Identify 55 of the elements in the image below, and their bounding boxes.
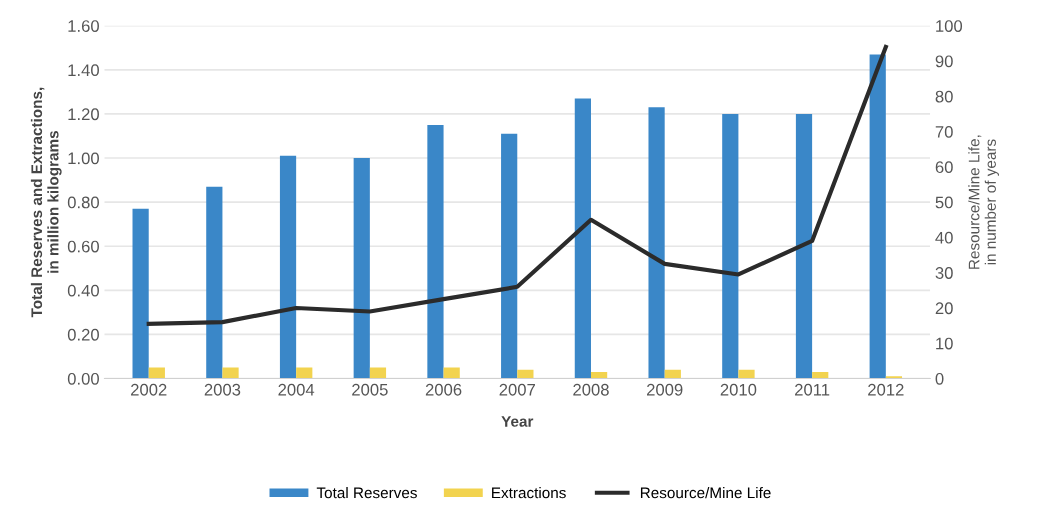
- line-series: [146, 44, 888, 326]
- bar: [501, 133, 518, 379]
- y-tick-label: 1.60: [68, 20, 99, 32]
- x-tick-label: 2009: [647, 383, 683, 396]
- y2-axis-title: Resource/Mine Life, in number of years: [968, 135, 999, 269]
- y-tick-label: 1.40: [68, 64, 99, 77]
- x-tick-label: 2010: [720, 383, 757, 396]
- bar: [812, 371, 829, 379]
- x-tick-label: 2011: [795, 383, 830, 396]
- bar: [132, 208, 149, 379]
- bar: [795, 113, 813, 379]
- bar: [222, 367, 239, 379]
- bar: [574, 98, 591, 379]
- y-axis-title: Total Reserves and Extractions, in million kilograms: [30, 87, 62, 318]
- bar: [590, 371, 608, 379]
- y2-tick-label: 100: [936, 20, 963, 32]
- y-tick-label: 0.40: [67, 284, 99, 297]
- y2-tick-label: 70: [935, 125, 953, 138]
- bar: [648, 107, 665, 379]
- y-tick-label: 0.60: [67, 240, 99, 253]
- x-axis-title: Year: [501, 416, 534, 427]
- bar: [664, 369, 681, 379]
- bar: [869, 54, 886, 379]
- x-tick-label: 2012: [868, 383, 904, 396]
- y-tick-label: 0.20: [67, 328, 99, 341]
- y-tick-label: 1.00: [68, 152, 99, 165]
- bar: [722, 113, 739, 379]
- y-tick-label: 0.80: [67, 196, 99, 209]
- x-tick-label: 2007: [499, 383, 535, 396]
- y2-tick-label: 40: [935, 231, 953, 244]
- bar: [427, 124, 444, 379]
- y2-tick-label: 60: [935, 161, 953, 174]
- y2-tick-label: 20: [935, 302, 953, 315]
- bar: [206, 186, 223, 379]
- x-tick-label: 2005: [352, 383, 388, 396]
- y2-tick-label: 90: [935, 55, 953, 68]
- x-tick-label: 2004: [278, 383, 315, 396]
- x-tick-label: 2008: [573, 383, 609, 396]
- x-tick-label: 2002: [131, 383, 167, 396]
- y-tick-label: 1.20: [68, 108, 99, 121]
- legend-label: Resource/Mine Life: [640, 487, 771, 499]
- bar: [738, 369, 755, 379]
- bar: [279, 155, 297, 379]
- y2-tick-label: 30: [935, 267, 953, 279]
- y2-tick-label: 0: [935, 372, 944, 385]
- x-tick-label: 2006: [425, 383, 462, 396]
- y2-tick-label: 50: [935, 196, 953, 209]
- x-tick-label: 2003: [204, 383, 241, 396]
- y2-tick-label: 80: [935, 90, 953, 103]
- legend-label: Extractions: [492, 487, 566, 499]
- bar: [353, 158, 370, 379]
- y-tick-label: 0.00: [67, 372, 99, 385]
- y2-tick-label: 10: [936, 337, 953, 350]
- bar: [517, 369, 534, 379]
- legend-label: Total Reserves: [316, 487, 417, 499]
